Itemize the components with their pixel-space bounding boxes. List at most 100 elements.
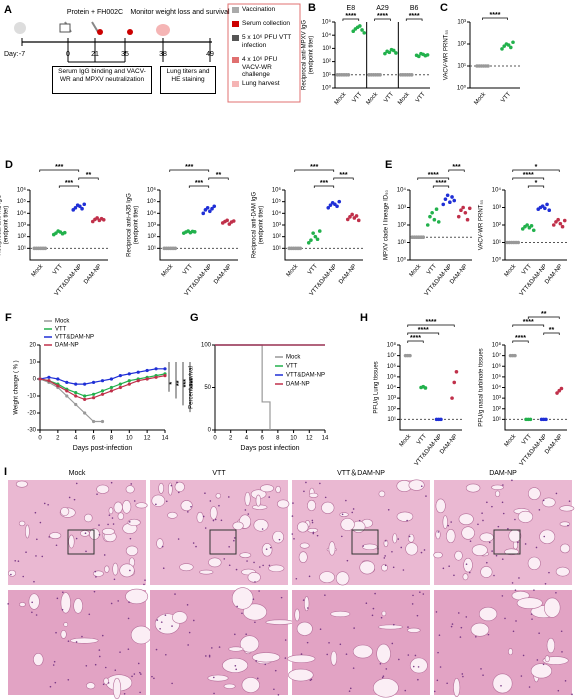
x-axis-label: Days post-infection [73,445,133,452]
alveolus [117,512,125,521]
cell [93,590,96,593]
y-tick-label: 10¹ [17,246,26,252]
alveolus [527,487,541,500]
cell [502,512,505,515]
alveolus [199,569,214,575]
cell [35,555,37,557]
y-tick-label: 10⁵ [147,198,157,205]
cell [411,603,414,605]
cell [436,679,439,682]
cell [312,532,315,535]
cell [108,514,111,516]
cell [213,676,215,679]
legend-label: DAM-NP [55,343,79,349]
alveolus [15,480,28,488]
cell [477,523,479,526]
marker [83,382,87,386]
y-tick-label: 10³ [492,396,501,402]
sig-label: *** [320,180,328,187]
cell [129,537,132,540]
cell [291,515,294,517]
alveolus [328,541,336,556]
alveolus [179,563,194,572]
cell [341,513,344,516]
sig-label: **** [436,180,447,187]
sig-label: *** [452,164,460,171]
cell [75,641,78,643]
cell [258,590,260,592]
alveolus [381,610,387,617]
cell [102,683,105,686]
alveolus [172,611,188,624]
axis [504,345,567,431]
marker [145,368,149,373]
sig-bracket [188,185,210,188]
alveolus [435,498,446,514]
dot [511,40,515,45]
alveolus [231,587,254,610]
dot [306,240,311,245]
alveolus [119,563,135,578]
cell [417,678,419,681]
dot [463,210,468,215]
cell [316,534,319,537]
cell [41,555,44,558]
alveolus [297,521,309,533]
cell [524,543,527,545]
cell [85,550,87,553]
y-tick-label: 10² [397,223,406,229]
cell [448,565,450,567]
sig-label: **** [377,13,388,20]
alveolus [7,569,17,577]
legend-icon [232,81,239,87]
cell [568,500,571,503]
dot [467,206,472,211]
alveolus [125,545,139,556]
cell [53,660,56,663]
alveolus [352,644,373,659]
cell [209,500,212,502]
cell [171,625,173,627]
dot [43,246,48,251]
alveolus [92,570,104,577]
dot [500,47,504,51]
x-tick-label: DAM-NP [83,263,103,285]
dot [554,220,558,224]
y-axis-label: (endpoint titer) [134,206,140,245]
alveolus [454,550,463,561]
inset-frame [67,529,95,555]
alveolus [543,597,561,618]
cell [7,603,9,605]
cell [202,515,205,518]
y-axis-label: Reciprocal anti-MPXV IgG [302,20,308,90]
sig-bracket [342,18,360,21]
cell [457,612,460,614]
alveolus [378,490,386,498]
cell [349,687,352,690]
sig-bracket [512,340,529,343]
dot [456,214,461,219]
syringe [91,21,99,33]
cell [235,568,238,571]
dot [335,204,339,209]
alveolus [405,542,419,556]
sig-label: **** [523,172,534,179]
sig-bracket [512,177,545,180]
y-tick-label: 10⁷ [492,352,501,359]
group-label: B6 [410,5,419,12]
dot [559,386,564,391]
cell [160,621,163,623]
sig-bracket [482,17,508,20]
y-tick-label: 10² [322,59,331,65]
x-tick-label: VTT [416,433,428,446]
x-tick-label: Mock [409,263,423,279]
x-tick-label: Mock [399,433,413,449]
dot [354,214,359,218]
cell [62,591,64,594]
marker [74,391,78,395]
cell [382,675,385,677]
alveolus [242,603,267,621]
cell [54,681,57,684]
cell [571,693,573,696]
cell [140,673,142,675]
